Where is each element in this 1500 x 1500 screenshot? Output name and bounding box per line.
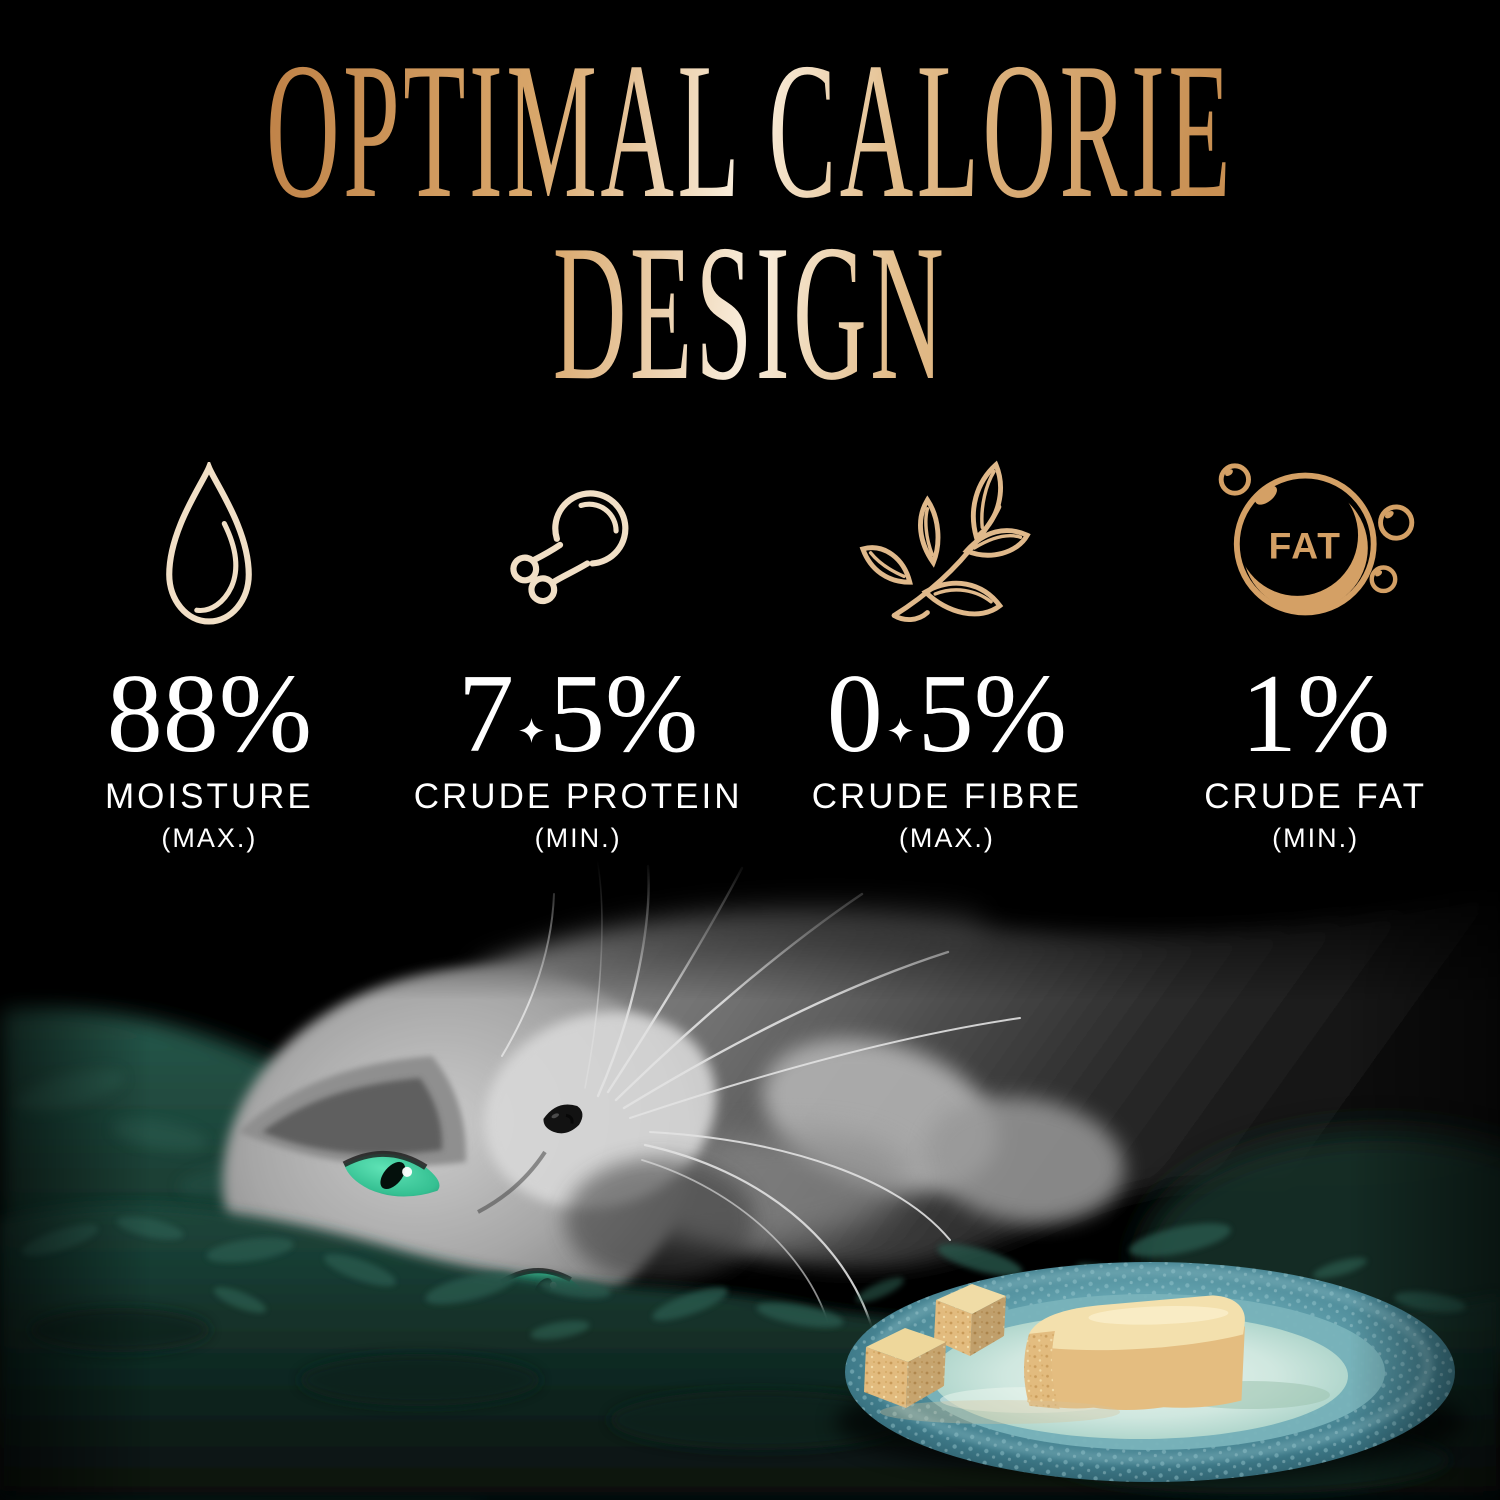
fat-icon-label: FAT	[1268, 525, 1341, 567]
stat-value: 7 5%	[457, 652, 699, 776]
stat-column-crude-fibre: 0 5% CRUDE FIBRE (MAX.)	[763, 448, 1132, 854]
stat-label: MOISTURE	[105, 777, 314, 816]
leaf-branch-icon	[859, 460, 1031, 622]
stat-column-crude-protein: 7 5% CRUDE PROTEIN (MIN.)	[394, 448, 763, 854]
pate-cube	[934, 1284, 1006, 1356]
pate-loaf	[1024, 1295, 1245, 1410]
cat-photo	[0, 860, 1500, 1500]
cat-nose	[543, 1104, 583, 1134]
fat-bubble-icon: FAT	[1218, 463, 1414, 616]
water-drop-icon	[166, 462, 253, 625]
stat-column-moisture: 88% MOISTURE (MAX.)	[25, 448, 394, 854]
nutrition-stats-row: 88% MOISTURE (MAX.)	[25, 448, 1500, 854]
stat-value: 88%	[106, 652, 313, 776]
stat-column-crude-fat: FAT 1% CRUDE FAT (MIN.)	[1131, 448, 1500, 854]
headline-line-2: DESIGN	[240, 203, 1260, 424]
chicken-drumstick-icon	[510, 490, 629, 605]
stat-value: 1%	[1240, 652, 1391, 776]
stat-qualifier: (MAX.)	[898, 823, 995, 853]
stat-qualifier: (MIN.)	[1272, 823, 1360, 853]
stat-qualifier: (MIN.)	[534, 823, 622, 853]
cat-paw	[925, 1097, 1125, 1223]
stat-qualifier: (MAX.)	[161, 823, 258, 853]
pate-cube	[864, 1328, 946, 1408]
pet-food-plate	[835, 1262, 1465, 1482]
stat-value: 0 5%	[826, 652, 1068, 776]
stat-label: CRUDE FAT	[1204, 777, 1427, 816]
stat-label: CRUDE PROTEIN	[413, 777, 743, 816]
cat-eye-upper	[342, 1150, 440, 1197]
decimal-star-icon	[518, 718, 544, 743]
headline-section: OPTIMAL CALORIE DESIGN	[0, 0, 1500, 421]
stat-label: CRUDE FIBRE	[811, 777, 1082, 816]
cat-mouth	[477, 1150, 547, 1214]
headline-line-1: OPTIMAL CALORIE	[240, 21, 1260, 242]
decimal-star-icon	[887, 718, 913, 743]
